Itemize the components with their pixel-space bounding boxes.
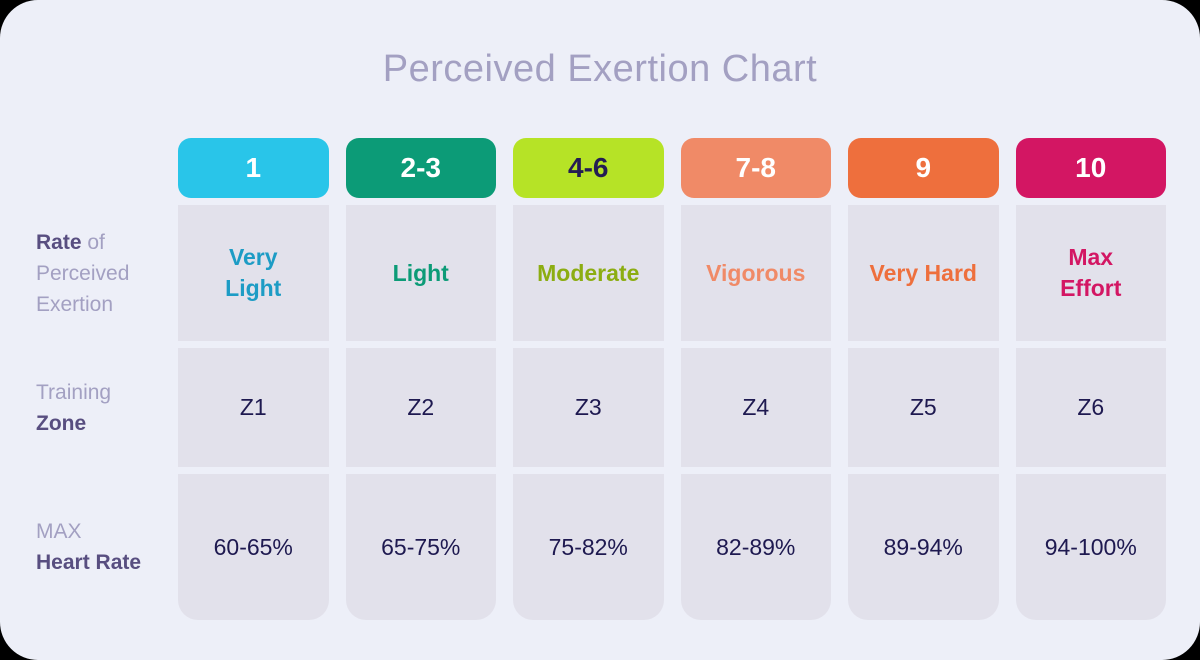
training-zone-cell: Z4: [680, 348, 831, 467]
heart-rate-cell: 60-65%: [178, 474, 329, 620]
exertion-level-cell: Very Hard: [848, 205, 999, 341]
heart-rate-cell: 94-100%: [1015, 474, 1166, 620]
score-pill: 9: [848, 138, 999, 198]
row-label-max-heart-rate: MAX Heart Rate: [36, 474, 161, 620]
row-label-text: MAX Heart Rate: [36, 516, 141, 578]
row-label-light-part: MAX: [36, 520, 82, 543]
training-zone-cell: Z2: [345, 348, 496, 467]
row-label-training-zone: Training Zone: [36, 348, 161, 467]
row-labels-column: Rate of Perceived Exertion Training Zone …: [36, 138, 161, 620]
exertion-level-cell: Max Effort: [1015, 205, 1166, 341]
column-score-10: 10 Max Effort Z6 94-100%: [1015, 138, 1166, 620]
training-zone-cell: Z5: [848, 348, 999, 467]
score-pill: 2-3: [345, 138, 496, 198]
exertion-level-cell: Light: [345, 205, 496, 341]
column-score-2-3: 2-3 Light Z2 65-75%: [345, 138, 496, 620]
exertion-level-cell: Moderate: [513, 205, 664, 341]
column-score-9: 9 Very Hard Z5 89-94%: [848, 138, 999, 620]
exertion-level-cell: Very Light: [178, 205, 329, 341]
chart-title: Perceived Exertion Chart: [382, 47, 818, 90]
training-zone-cell: Z1: [178, 348, 329, 467]
header-spacer: [36, 138, 161, 198]
row-label-bold-part: Zone: [36, 411, 87, 435]
row-label-text: Rate of Perceived Exertion: [36, 227, 161, 320]
training-zone-cell: Z6: [1015, 348, 1166, 467]
score-pill: 1: [178, 138, 329, 198]
column-score-4-6: 4-6 Moderate Z3 75-82%: [513, 138, 664, 620]
score-pill: 4-6: [513, 138, 664, 198]
exertion-level-cell: Vigorous: [680, 205, 831, 341]
heart-rate-cell: 82-89%: [680, 474, 831, 620]
row-label-light-part: Training: [36, 380, 112, 404]
score-pill: 10: [1015, 138, 1166, 198]
heart-rate-cell: 75-82%: [513, 474, 664, 620]
heart-rate-cell: 89-94%: [848, 474, 999, 620]
column-score-7-8: 7-8 Vigorous Z4 82-89%: [680, 138, 831, 620]
row-label-light-part: of Perceived Exertion: [36, 230, 130, 316]
row-label-rate-of-perceived-exertion: Rate of Perceived Exertion: [36, 205, 161, 341]
training-zone-cell: Z3: [513, 348, 664, 467]
row-label-text: Training Zone: [36, 377, 111, 439]
score-pill: 7-8: [680, 138, 831, 198]
exertion-table: Rate of Perceived Exertion Training Zone …: [0, 138, 1200, 620]
row-label-bold-part: Rate: [36, 230, 82, 254]
heart-rate-cell: 65-75%: [345, 474, 496, 620]
row-label-bold-part: Heart Rate: [36, 551, 142, 574]
column-score-1: 1 Very Light Z1 60-65%: [178, 138, 329, 620]
